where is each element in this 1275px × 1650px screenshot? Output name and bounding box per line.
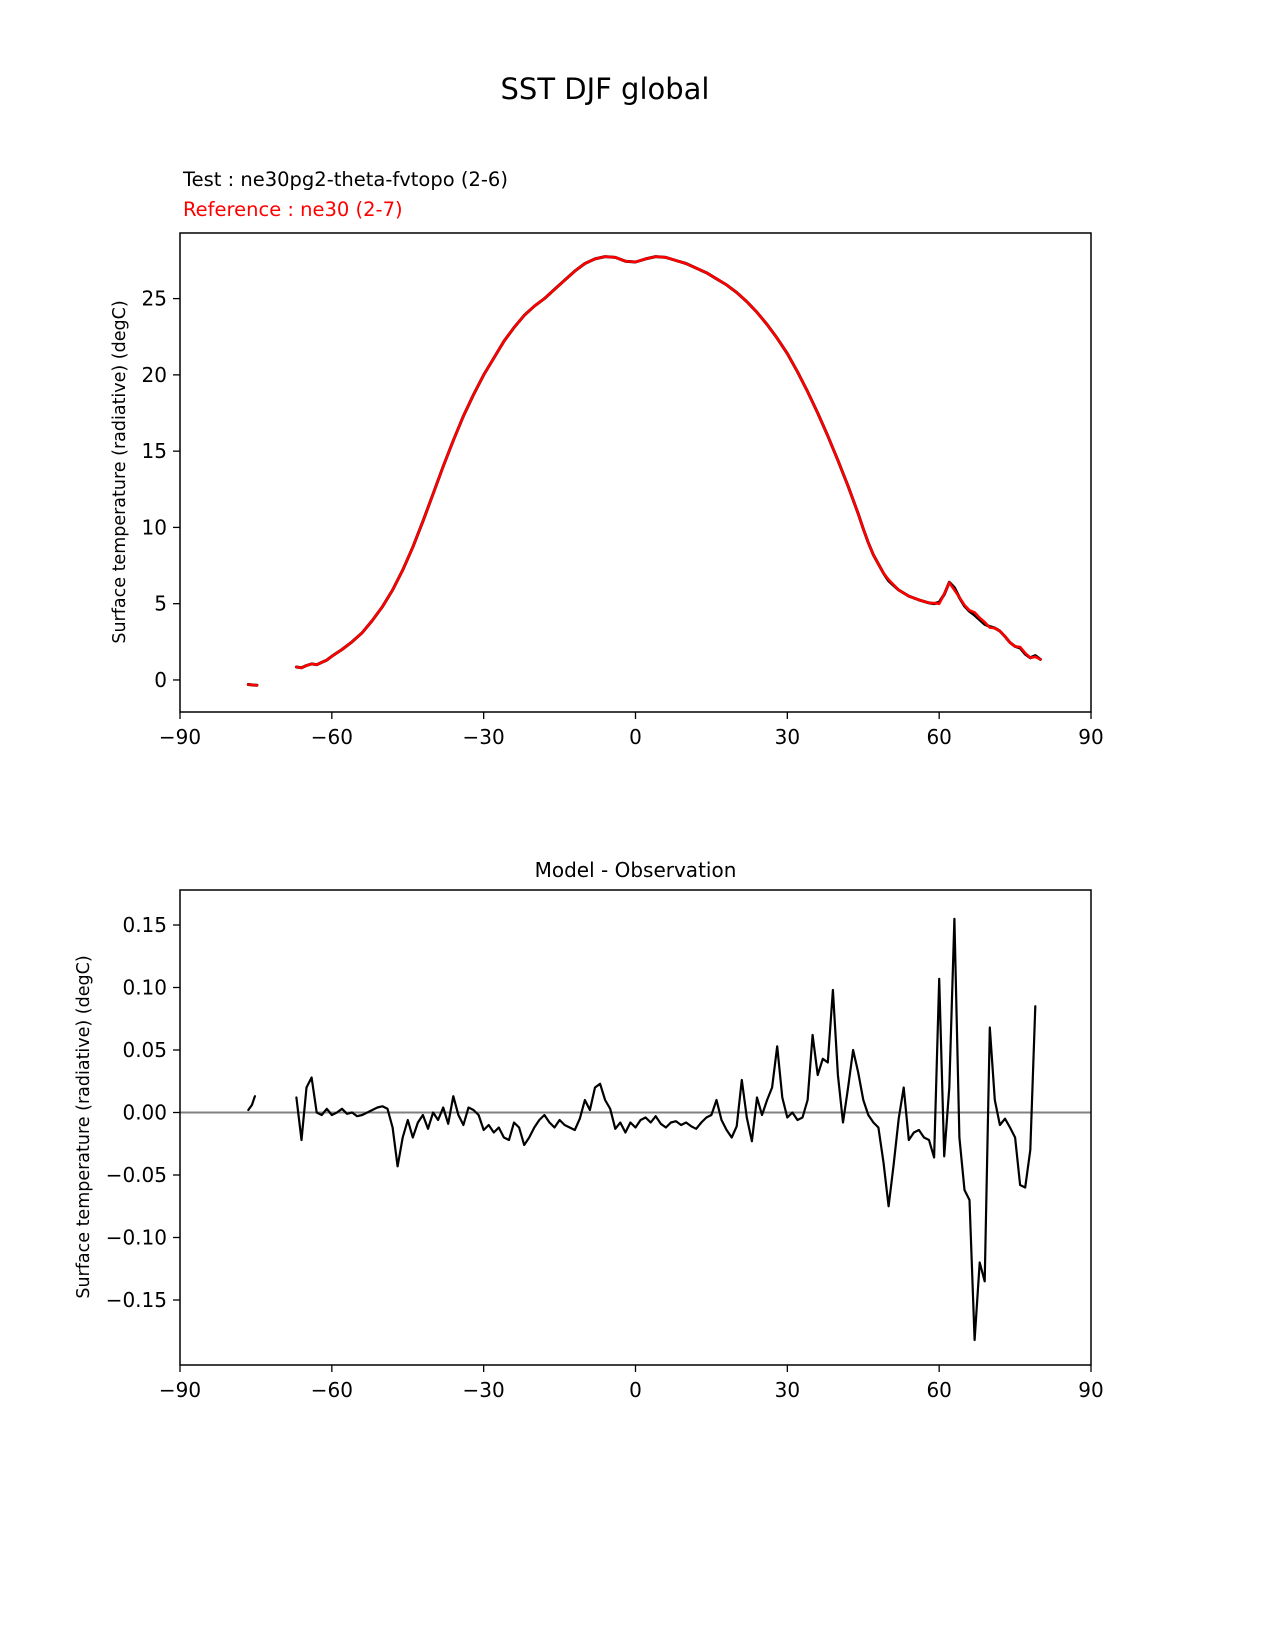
x-tick-label: 90 [1078,1378,1103,1402]
y-tick-label: −0.10 [106,1226,167,1250]
y-tick-label: 10 [142,515,167,539]
bottom-chart-title: Model - Observation [534,858,737,882]
x-tick-label: 60 [926,1378,951,1402]
y-tick-label: 0.15 [122,913,167,937]
x-tick-label: 30 [775,725,800,749]
bottom-y-axis-label: Surface temperature (radiative) (degC) [74,955,94,1299]
y-tick-label: 25 [142,287,167,311]
y-tick-label: 5 [154,592,167,616]
y-tick-label: −0.15 [106,1288,167,1312]
x-tick-label: 0 [629,1378,642,1402]
y-tick-label: 0 [154,668,167,692]
x-tick-label: −60 [311,1378,353,1402]
series-line-0 [294,255,1042,670]
x-tick-label: 30 [775,1378,800,1402]
x-tick-label: 60 [926,725,951,749]
x-tick-label: 90 [1078,725,1103,749]
figure-title: SST DJF global [500,72,710,106]
bottom-chart-svg: −90 −60 −30 0 30 60 90 −0.15 −0.10 −0.05 0.00 0.05 0… [106,889,1104,1402]
y-tick-label: −0.05 [106,1163,167,1187]
series-line-0 [295,917,1037,1342]
x-tick-label: −90 [159,725,201,749]
y-tick-label: 15 [142,439,167,463]
x-tick-label: −60 [311,725,353,749]
x-tick-label: −30 [463,725,505,749]
x-tick-label: −30 [463,1378,505,1402]
y-tick-label: 0.00 [122,1101,167,1125]
legend-reference-label: Reference : ne30 (2-7) [183,198,403,221]
top-chart-svg: −90 −60 −30 0 30 60 90 0 5 10 15 20 25 [142,232,1104,749]
legend-test-label: Test : ne30pg2-theta-fvtopo (2-6) [183,168,508,191]
x-tick-label: 0 [629,725,642,749]
series-line-1 [247,683,259,687]
y-tick-label: 20 [142,363,167,387]
series-line-1 [295,255,1042,670]
y-tick-label: 0.10 [122,976,167,1000]
y-tick-label: 0.05 [122,1038,167,1062]
legend: Test : ne30pg2-theta-fvtopo (2-6) Refere… [183,165,508,225]
series-line-0 [247,1095,256,1112]
x-tick-label: −90 [159,1378,201,1402]
axes-frame [179,232,1092,713]
